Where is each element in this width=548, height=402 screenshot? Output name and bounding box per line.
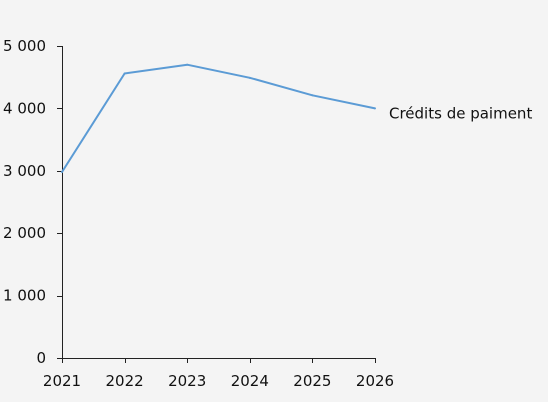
y-tick-label: 3 000 bbox=[3, 162, 46, 180]
y-tick-label: 2 000 bbox=[3, 224, 46, 242]
y-axis-ticks: 0 1 000 2 000 3 000 4 000 5 000 bbox=[3, 37, 62, 367]
data-point bbox=[311, 94, 314, 97]
series-line bbox=[61, 63, 376, 173]
x-tick-label: 2023 bbox=[168, 372, 206, 390]
y-tick-label: 5 000 bbox=[3, 37, 46, 55]
data-point bbox=[248, 76, 251, 79]
x-tick-label: 2026 bbox=[356, 372, 394, 390]
y-tick-label: 1 000 bbox=[3, 287, 46, 305]
y-tick-label: 4 000 bbox=[3, 99, 46, 117]
x-axis-ticks: 2021 2022 2023 2024 2025 2026 bbox=[43, 358, 394, 390]
x-tick-label: 2024 bbox=[231, 372, 269, 390]
x-tick-label: 2021 bbox=[43, 372, 81, 390]
data-point bbox=[123, 72, 126, 75]
data-point bbox=[61, 171, 63, 174]
data-point bbox=[374, 107, 376, 110]
series-labels: Crédits de paiment bbox=[389, 104, 532, 122]
x-tick-label: 2025 bbox=[293, 372, 331, 390]
y-tick-label: 0 bbox=[36, 349, 46, 367]
x-tick-label: 2022 bbox=[106, 372, 144, 390]
series-group bbox=[61, 63, 376, 174]
series-label: Crédits de paiment bbox=[389, 104, 532, 122]
data-point bbox=[186, 63, 189, 66]
